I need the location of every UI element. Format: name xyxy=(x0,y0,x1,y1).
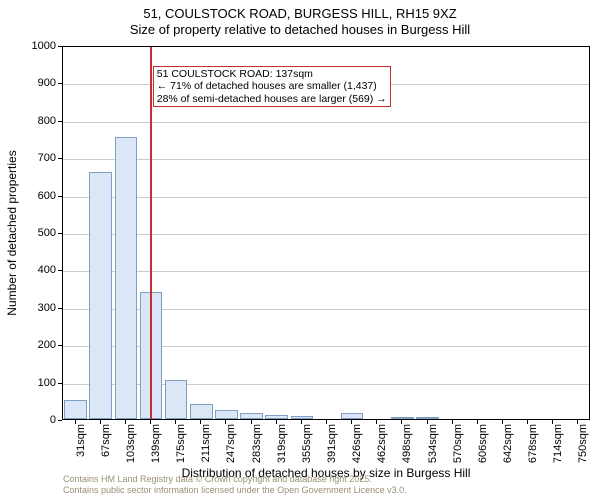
y-tick-mark xyxy=(58,270,62,271)
x-tick-mark xyxy=(301,420,302,424)
y-tick-label: 900 xyxy=(38,77,56,89)
histogram-bar xyxy=(215,410,238,419)
x-tick-label: 714sqm xyxy=(552,424,564,463)
x-tick-label: 103sqm xyxy=(125,424,137,463)
y-tick-mark xyxy=(58,46,62,47)
y-tick-mark xyxy=(58,196,62,197)
x-tick-mark xyxy=(251,420,252,424)
histogram-bar xyxy=(391,417,414,419)
y-tick-mark xyxy=(58,420,62,421)
x-tick-mark xyxy=(527,420,528,424)
plot-area: 51 COULSTOCK ROAD: 137sqm← 71% of detach… xyxy=(62,46,590,420)
annotation-line-2: 28% of semi-detached houses are larger (… xyxy=(157,93,387,106)
y-tick-label: 200 xyxy=(38,339,56,351)
x-tick-mark xyxy=(427,420,428,424)
y-tick-label: 100 xyxy=(38,377,56,389)
chart-subtitle: Size of property relative to detached ho… xyxy=(0,22,600,37)
histogram-bar xyxy=(291,416,314,419)
x-tick-mark xyxy=(577,420,578,424)
x-tick-label: 319sqm xyxy=(276,424,288,463)
annotation-line-1: ← 71% of detached houses are smaller (1,… xyxy=(157,80,387,93)
x-tick-mark xyxy=(150,420,151,424)
histogram-bar xyxy=(416,417,439,419)
x-tick-label: 175sqm xyxy=(175,424,187,463)
x-tick-label: 642sqm xyxy=(502,424,514,463)
x-tick-mark xyxy=(125,420,126,424)
y-tick-label: 500 xyxy=(38,227,56,239)
y-axis-label: Number of detached properties xyxy=(5,150,19,315)
chart-title: 51, COULSTOCK ROAD, BURGESS HILL, RH15 9… xyxy=(0,6,600,21)
x-tick-mark xyxy=(452,420,453,424)
histogram-bar xyxy=(190,404,213,419)
y-tick-mark xyxy=(58,383,62,384)
x-tick-label: 462sqm xyxy=(376,424,388,463)
y-tick-mark xyxy=(58,121,62,122)
x-tick-label: 247sqm xyxy=(225,424,237,463)
x-tick-label: 498sqm xyxy=(401,424,413,463)
x-tick-mark xyxy=(175,420,176,424)
x-tick-mark xyxy=(326,420,327,424)
x-tick-mark xyxy=(552,420,553,424)
footer-line-1: Contains HM Land Registry data © Crown c… xyxy=(63,474,407,485)
x-tick-label: 355sqm xyxy=(301,424,313,463)
x-tick-label: 139sqm xyxy=(150,424,162,463)
footer-line-2: Contains public sector information licen… xyxy=(63,485,407,496)
x-tick-mark xyxy=(75,420,76,424)
y-tick-mark xyxy=(58,83,62,84)
y-tick-label: 700 xyxy=(38,152,56,164)
x-tick-label: 31sqm xyxy=(75,424,87,457)
y-tick-label: 600 xyxy=(38,190,56,202)
x-tick-mark xyxy=(351,420,352,424)
y-tick-label: 1000 xyxy=(32,40,56,52)
y-tick-mark xyxy=(58,158,62,159)
x-tick-mark xyxy=(276,420,277,424)
x-tick-label: 283sqm xyxy=(251,424,263,463)
histogram-bar xyxy=(240,413,263,419)
histogram-bar xyxy=(165,380,188,419)
histogram-bar xyxy=(341,413,364,419)
annotation-box: 51 COULSTOCK ROAD: 137sqm← 71% of detach… xyxy=(153,66,391,108)
x-tick-label: 750sqm xyxy=(577,424,589,463)
x-tick-label: 570sqm xyxy=(452,424,464,463)
y-tick-mark xyxy=(58,308,62,309)
x-tick-mark xyxy=(477,420,478,424)
x-tick-mark xyxy=(376,420,377,424)
histogram-bar xyxy=(115,137,138,419)
plot-outer: Number of detached properties 51 COULSTO… xyxy=(62,46,590,420)
x-tick-mark xyxy=(401,420,402,424)
x-tick-label: 67sqm xyxy=(100,424,112,457)
x-tick-label: 606sqm xyxy=(477,424,489,463)
y-tick-mark xyxy=(58,233,62,234)
x-tick-label: 391sqm xyxy=(326,424,338,463)
histogram-bar xyxy=(89,172,112,419)
footer-attribution: Contains HM Land Registry data © Crown c… xyxy=(63,474,407,496)
x-tick-label: 211sqm xyxy=(200,424,212,462)
histogram-bar xyxy=(64,400,87,419)
x-tick-label: 678sqm xyxy=(527,424,539,463)
y-tick-label: 300 xyxy=(38,302,56,314)
x-tick-label: 426sqm xyxy=(351,424,363,463)
y-tick-mark xyxy=(58,345,62,346)
x-tick-mark xyxy=(225,420,226,424)
x-tick-mark xyxy=(502,420,503,424)
annotation-heading: 51 COULSTOCK ROAD: 137sqm xyxy=(157,68,387,81)
x-tick-mark xyxy=(100,420,101,424)
y-tick-label: 400 xyxy=(38,264,56,276)
y-tick-label: 0 xyxy=(50,414,56,426)
reference-line xyxy=(150,47,152,419)
x-tick-mark xyxy=(200,420,201,424)
y-tick-label: 800 xyxy=(38,115,56,127)
x-tick-label: 534sqm xyxy=(427,424,439,463)
histogram-bar xyxy=(265,415,288,419)
